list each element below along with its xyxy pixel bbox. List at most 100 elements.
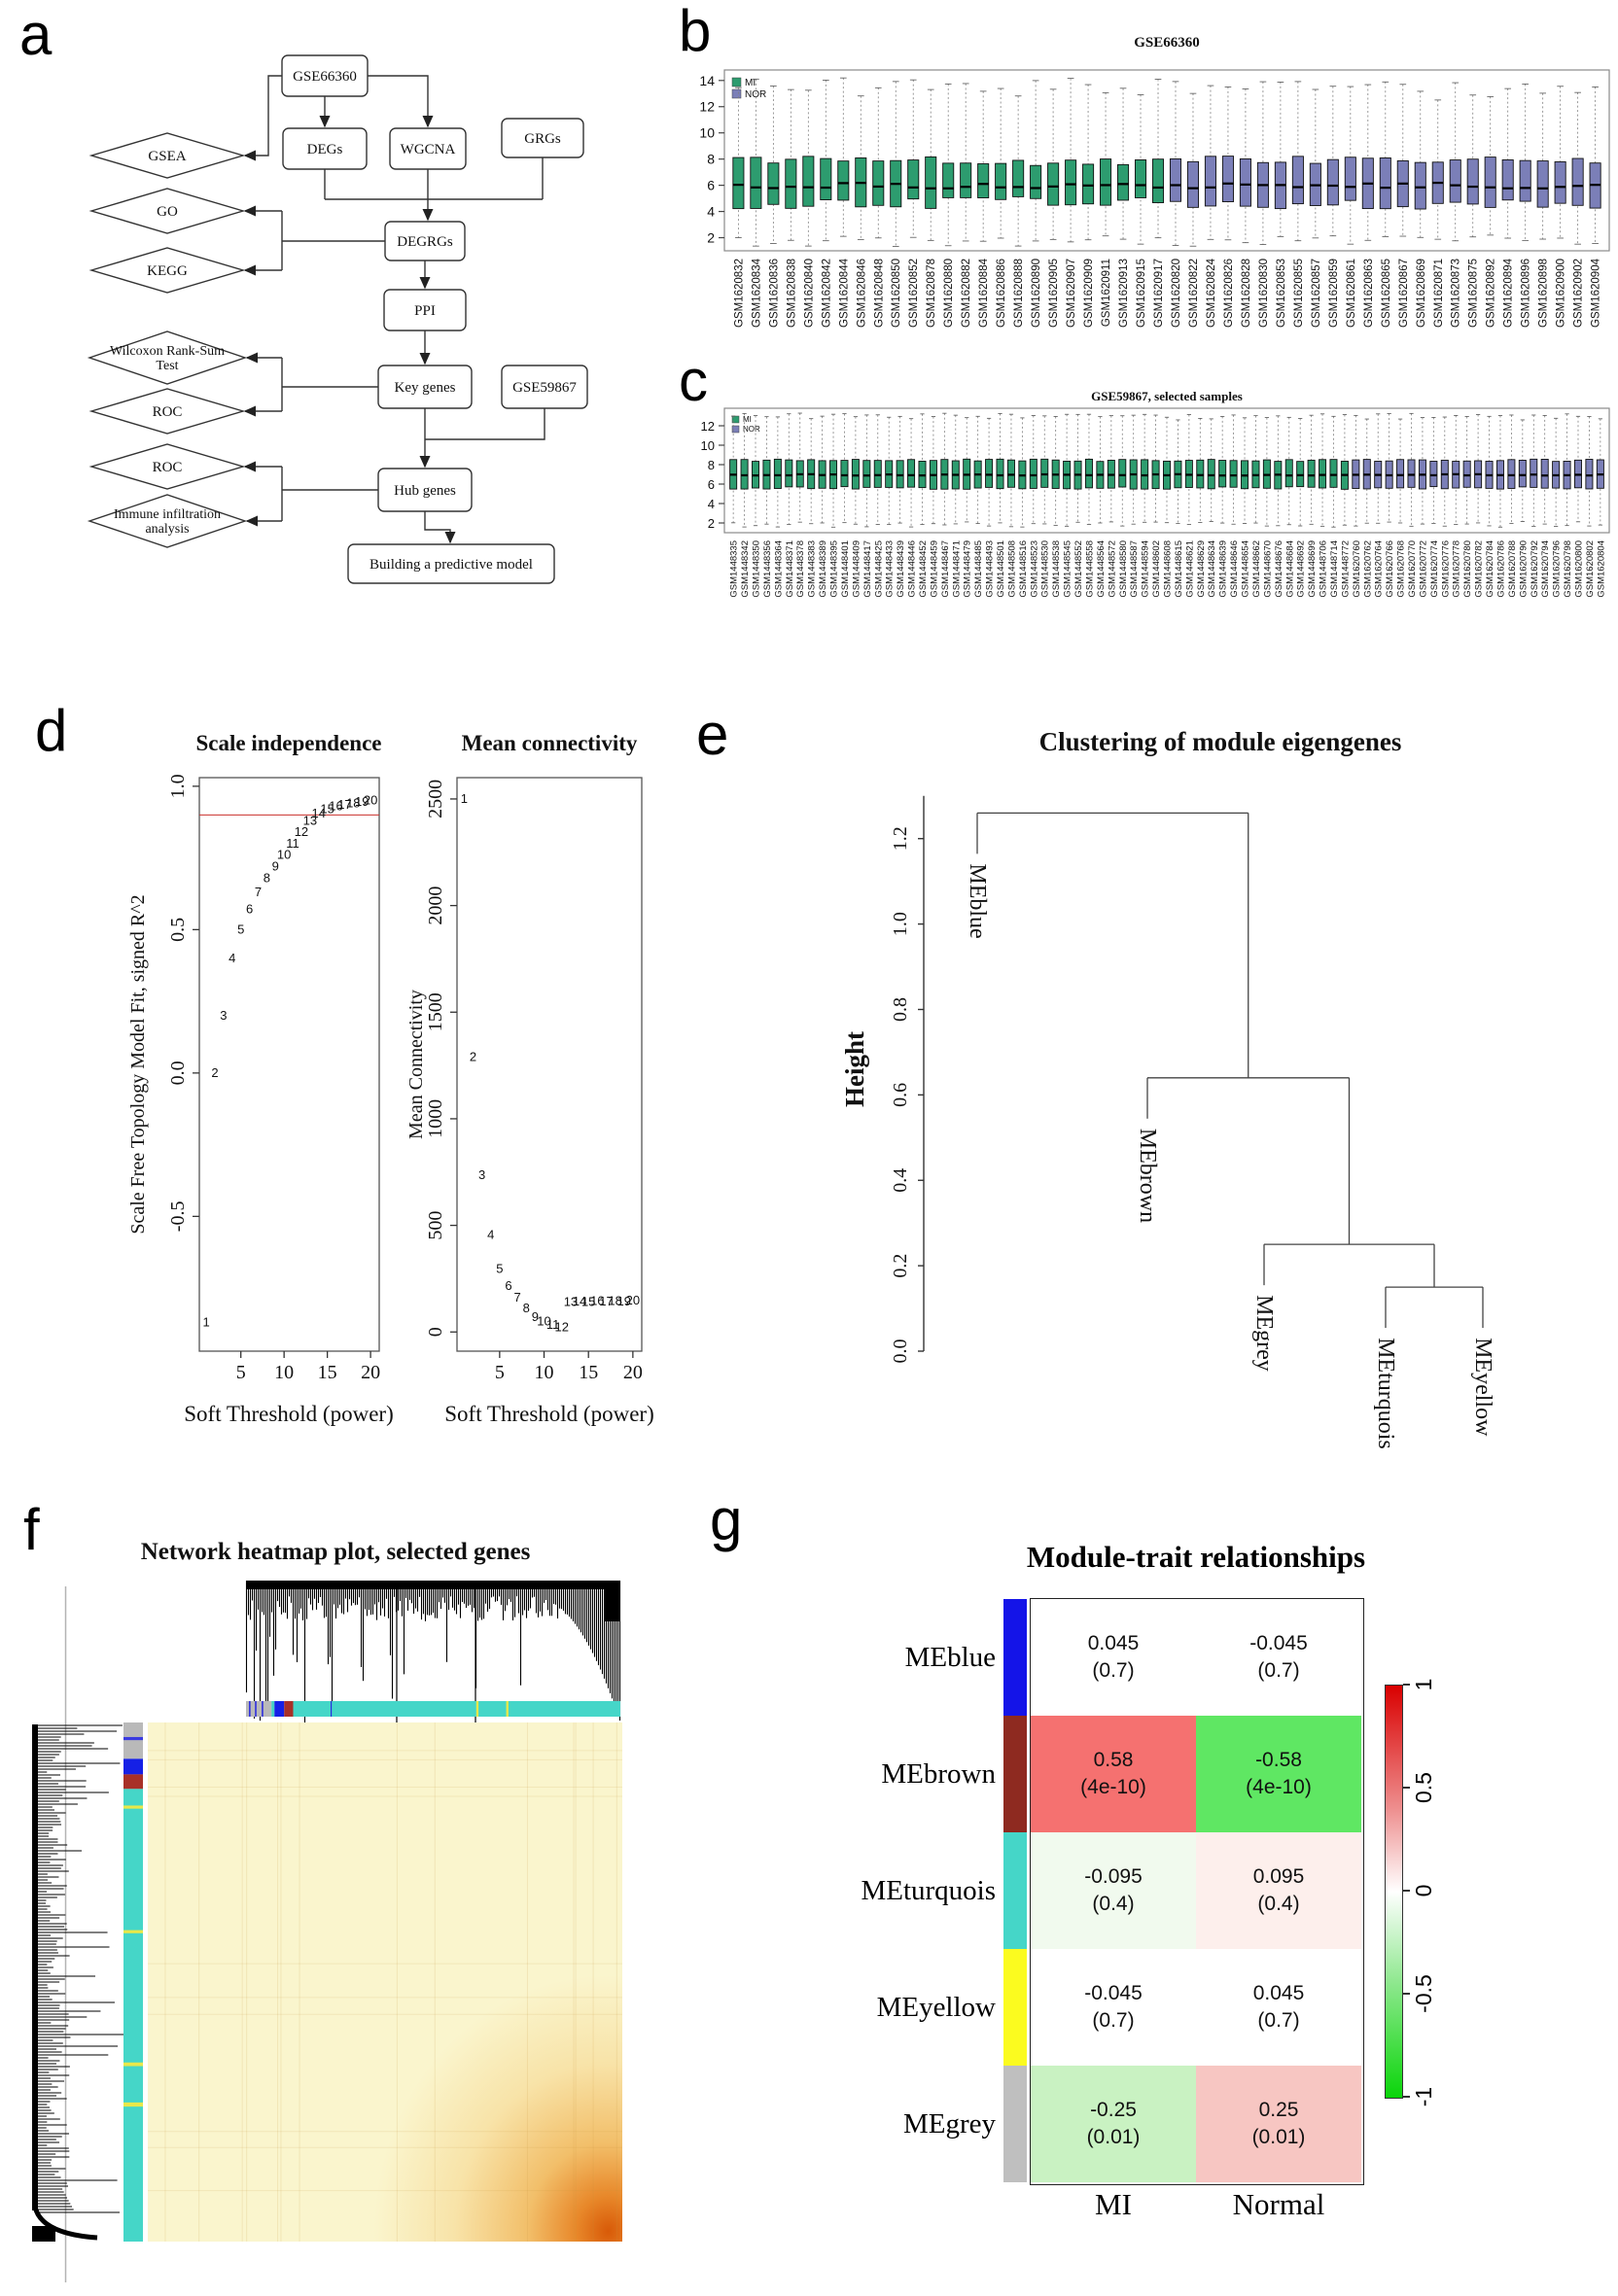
svg-text:GRGs: GRGs <box>524 131 561 147</box>
svg-text:GSM1620913: GSM1620913 <box>1118 259 1130 328</box>
svg-text:GSM1448684: GSM1448684 <box>1284 540 1295 598</box>
svg-text:GSM1620832: GSM1620832 <box>733 259 745 328</box>
svg-text:18: 18 <box>346 796 360 811</box>
svg-text:12: 12 <box>555 1319 569 1334</box>
svg-text:GSM1448621: GSM1448621 <box>1184 540 1195 598</box>
correlation-cell: -0.095 (0.4) <box>1031 1832 1196 1949</box>
svg-text:GSM1448446: GSM1448446 <box>907 540 918 598</box>
svg-text:GSM1448342: GSM1448342 <box>740 540 751 598</box>
svg-text:GSM1620848: GSM1620848 <box>873 259 885 328</box>
svg-text:GSM1620857: GSM1620857 <box>1311 259 1322 328</box>
svg-text:GSM1448378: GSM1448378 <box>795 540 806 598</box>
svg-text:15: 15 <box>579 1362 598 1383</box>
svg-text:1500: 1500 <box>425 992 446 1031</box>
colorbar-tick-label: -1 <box>1411 2086 1436 2107</box>
y-axis: 0 500 1000 1500 2000 2500 <box>425 780 457 1337</box>
svg-text:GSM1448395: GSM1448395 <box>829 540 840 598</box>
svg-text:GSM1620766: GSM1620766 <box>1385 540 1395 598</box>
svg-text:GSM1448587: GSM1448587 <box>1129 540 1140 598</box>
svg-text:GSM1620852: GSM1620852 <box>908 259 920 328</box>
module-row-label: MEyellow <box>876 1992 996 2023</box>
colorbar-tick <box>1403 2096 1410 2098</box>
svg-text:GSM1620792: GSM1620792 <box>1530 540 1540 598</box>
svg-text:10: 10 <box>701 438 715 453</box>
plot-frame <box>723 69 1610 252</box>
svg-text:11: 11 <box>546 1317 560 1332</box>
svg-text:GSM1620894: GSM1620894 <box>1503 258 1515 328</box>
left-module-strip <box>123 1722 143 2242</box>
svg-text:6: 6 <box>246 902 253 917</box>
svg-text:3: 3 <box>478 1167 485 1182</box>
colorbar-tick <box>1403 1787 1410 1789</box>
svg-text:GSM1448676: GSM1448676 <box>1274 540 1284 598</box>
svg-text:GSM1620850: GSM1620850 <box>891 259 902 328</box>
svg-text:GSM1620784: GSM1620784 <box>1485 540 1495 598</box>
flowchart-node-ppi: PPI <box>383 289 467 331</box>
svg-text:9: 9 <box>532 1309 539 1324</box>
svg-text:MEyellow: MEyellow <box>1470 1338 1495 1437</box>
svg-text:14: 14 <box>312 806 326 820</box>
svg-text:GSM1448706: GSM1448706 <box>1319 540 1329 598</box>
module-color-strip <box>1003 1832 1027 1949</box>
svg-text:0.8: 0.8 <box>890 997 911 1022</box>
svg-text:GSM1448350: GSM1448350 <box>752 540 762 598</box>
svg-text:GSEA: GSEA <box>148 149 186 164</box>
panel-label-e: e <box>696 702 729 767</box>
svg-text:MI: MI <box>745 78 756 88</box>
svg-text:20: 20 <box>364 793 377 808</box>
svg-text:14: 14 <box>573 1294 586 1308</box>
svg-text:GSM1448639: GSM1448639 <box>1218 540 1229 598</box>
svg-text:3: 3 <box>220 1008 227 1023</box>
flowchart-node-hubgenes: Hub genes <box>377 468 473 512</box>
study-flowchart: GSE66360 DEGs WGCNA GRGs DEGRGs PPI Key genes G… <box>87 54 588 584</box>
svg-text:10: 10 <box>277 848 291 862</box>
svg-text:GSM1620826: GSM1620826 <box>1223 259 1235 328</box>
svg-text:2500: 2500 <box>425 780 446 818</box>
svg-text:12: 12 <box>701 419 715 434</box>
topological-overlap-heatmap <box>148 1722 622 2242</box>
svg-text:GSM1448538: GSM1448538 <box>1051 540 1062 598</box>
svg-text:8: 8 <box>264 870 270 885</box>
scale-independence-ylabel: Scale Free Topology Model Fit, signed R^… <box>127 894 149 1234</box>
svg-text:15: 15 <box>318 1362 337 1383</box>
trait-column-label: Normal <box>1232 2187 1325 2221</box>
svg-text:GSM1620907: GSM1620907 <box>1066 259 1077 328</box>
svg-text:DEGRGs: DEGRGs <box>397 234 453 250</box>
svg-text:GSM1448401: GSM1448401 <box>840 540 851 598</box>
svg-text:16: 16 <box>329 799 342 814</box>
svg-text:GSM1620886: GSM1620886 <box>996 259 1007 328</box>
panel-label-f: f <box>23 1497 40 1562</box>
svg-text:6: 6 <box>707 178 715 193</box>
panel-label-g: g <box>710 1487 743 1552</box>
svg-text:WGCNA: WGCNA <box>401 142 456 157</box>
plot-frame <box>456 777 643 1352</box>
module-row-label: MEbrown <box>881 1758 996 1790</box>
svg-text:GSM1620890: GSM1620890 <box>1031 259 1042 328</box>
svg-text:GSM1620782: GSM1620782 <box>1474 540 1485 598</box>
svg-text:GSM1448714: GSM1448714 <box>1329 540 1340 598</box>
module-row-label: MEblue <box>904 1642 996 1673</box>
panel-label-c: c <box>679 348 708 413</box>
top-module-strip <box>246 1701 620 1717</box>
svg-text:13: 13 <box>303 813 317 827</box>
svg-text:GSM1448493: GSM1448493 <box>985 540 996 598</box>
svg-text:GSM1620859: GSM1620859 <box>1328 259 1340 328</box>
module-labels: MEblue MEbrown MEgrey MEturquois MEyellow <box>965 863 1495 1448</box>
svg-text:GSM1448594: GSM1448594 <box>1141 540 1151 598</box>
svg-text:0.0: 0.0 <box>167 1061 189 1085</box>
correlation-cell: 0.045 (0.7) <box>1031 1599 1196 1716</box>
svg-text:GSM1448485: GSM1448485 <box>973 540 984 598</box>
svg-text:GSM1448692: GSM1448692 <box>1296 540 1307 598</box>
svg-text:GSM1620900: GSM1620900 <box>1556 259 1567 328</box>
module-color-strip <box>1003 1599 1027 1716</box>
svg-text:GSM1620760: GSM1620760 <box>1352 540 1362 598</box>
svg-text:500: 500 <box>425 1211 446 1240</box>
svg-text:GSM1448670: GSM1448670 <box>1262 540 1273 598</box>
trait-column-label: MI <box>1095 2187 1132 2221</box>
svg-text:8: 8 <box>523 1301 530 1315</box>
svg-text:GSM1448530: GSM1448530 <box>1040 540 1051 598</box>
svg-text:GSM1620917: GSM1620917 <box>1153 259 1165 328</box>
svg-text:GSM1620770: GSM1620770 <box>1407 540 1418 598</box>
svg-text:17: 17 <box>337 797 351 812</box>
